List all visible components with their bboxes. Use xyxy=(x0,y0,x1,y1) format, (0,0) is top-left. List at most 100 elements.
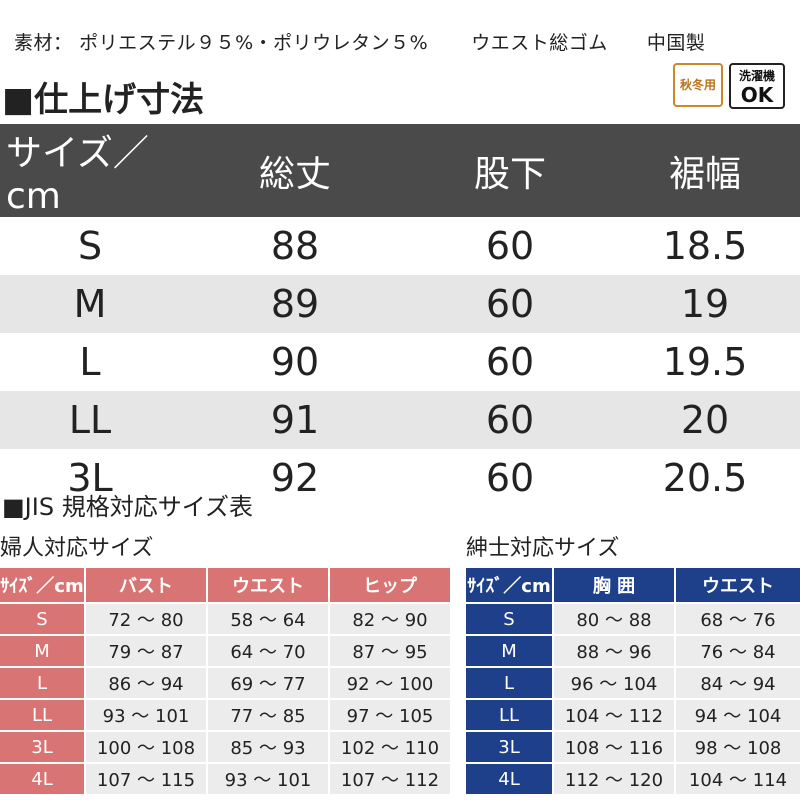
cell-total-length: 90 xyxy=(270,340,320,384)
men-cell-chest: 112 ～ 120 xyxy=(552,764,674,794)
men-cell-size: LL xyxy=(466,700,552,730)
section-title-dimensions: ■仕上げ寸法 xyxy=(2,80,205,120)
women-cell-bust: 107 ～ 115 xyxy=(84,764,206,794)
table-row: 3L 100 ～ 108 85 ～ 93 102 ～ 110 xyxy=(0,732,450,762)
table-row: S 80 ～ 88 68 ～ 76 xyxy=(466,604,800,634)
men-size-table: ｻｲｽﾞ／cm 胸 囲 ウエスト S 80 ～ 88 68 ～ 76 M 88 … xyxy=(466,566,800,796)
men-header-row: ｻｲｽﾞ／cm 胸 囲 ウエスト xyxy=(466,568,800,602)
table-row: LL 93 ～ 101 77 ～ 85 97 ～ 105 xyxy=(0,700,450,730)
cell-size: M xyxy=(0,275,180,333)
women-cell-waist: 69 ～ 77 xyxy=(206,668,328,698)
cell-total-length: 92 xyxy=(270,456,320,500)
cell-total-length: 88 xyxy=(270,224,320,268)
table-row: 3L 92 60 20.5 xyxy=(0,449,800,507)
women-cell-bust: 86 ～ 94 xyxy=(84,668,206,698)
men-cell-waist: 104 ～ 114 xyxy=(674,764,800,794)
finished-dimensions-table: サイズ／cm 総丈 股下 裾幅 S 88 60 18.5 M 89 60 19 … xyxy=(0,124,800,507)
women-cell-hip: 102 ～ 110 xyxy=(328,732,450,762)
women-cell-size: S xyxy=(0,604,84,634)
cell-inseam: 60 xyxy=(485,340,535,384)
men-cell-chest: 80 ～ 88 xyxy=(552,604,674,634)
men-cell-size: L xyxy=(466,668,552,698)
women-cell-size: M xyxy=(0,636,84,666)
cell-hem-width: 19 xyxy=(610,275,800,333)
men-cell-waist: 98 ～ 108 xyxy=(674,732,800,762)
cell-size: S xyxy=(77,224,103,268)
women-cell-waist: 58 ～ 64 xyxy=(206,604,328,634)
table-row: S 72 ～ 80 58 ～ 64 82 ～ 90 xyxy=(0,604,450,634)
women-header-bust: バスト xyxy=(84,568,206,602)
header-hem-width: 裾幅 xyxy=(610,124,800,217)
table-row: M 89 60 19 xyxy=(0,275,800,333)
washable-badge-bottom: OK xyxy=(740,83,774,107)
cell-size: LL xyxy=(0,391,180,449)
women-cell-hip: 97 ～ 105 xyxy=(328,700,450,730)
women-cell-bust: 79 ～ 87 xyxy=(84,636,206,666)
table-row: S 88 60 18.5 xyxy=(0,217,800,275)
men-cell-size: 3L xyxy=(466,732,552,762)
table-row: M 79 ～ 87 64 ～ 70 87 ～ 95 xyxy=(0,636,450,666)
women-cell-bust: 100 ～ 108 xyxy=(84,732,206,762)
women-cell-hip: 107 ～ 112 xyxy=(328,764,450,794)
men-header-size: ｻｲｽﾞ／cm xyxy=(466,568,552,602)
cell-inseam: 60 xyxy=(485,456,535,500)
washable-badge: 洗濯機 OK xyxy=(729,63,785,109)
men-cell-waist: 94 ～ 104 xyxy=(674,700,800,730)
cell-hem-width: 19.5 xyxy=(662,340,748,384)
material-line: 素材： ポリエステル９５%・ポリウレタン５% ウエスト総ゴム 中国製 xyxy=(14,28,705,55)
women-cell-waist: 85 ～ 93 xyxy=(206,732,328,762)
women-cell-bust: 93 ～ 101 xyxy=(84,700,206,730)
origin-info: 中国製 xyxy=(646,32,706,54)
women-cell-waist: 64 ～ 70 xyxy=(206,636,328,666)
women-cell-size: LL xyxy=(0,700,84,730)
women-cell-size: 4L xyxy=(0,764,84,794)
table-row: 3L 108 ～ 116 98 ～ 108 xyxy=(466,732,800,762)
men-cell-size: S xyxy=(466,604,552,634)
washable-badge-top: 洗濯機 xyxy=(738,69,775,83)
cell-total-length: 89 xyxy=(180,275,410,333)
men-header-waist: ウエスト xyxy=(674,568,800,602)
cell-hem-width: 20.5 xyxy=(662,456,748,500)
men-cell-chest: 108 ～ 116 xyxy=(552,732,674,762)
cell-size: L xyxy=(79,340,101,384)
table-row: 4L 107 ～ 115 93 ～ 101 107 ～ 112 xyxy=(0,764,450,794)
table-row: L 96 ～ 104 84 ～ 94 xyxy=(466,668,800,698)
men-size-title: 紳士対応サイズ xyxy=(466,536,620,561)
women-cell-waist: 93 ～ 101 xyxy=(206,764,328,794)
men-cell-chest: 104 ～ 112 xyxy=(552,700,674,730)
men-cell-waist: 76 ～ 84 xyxy=(674,636,800,666)
men-cell-chest: 96 ～ 104 xyxy=(552,668,674,698)
women-cell-hip: 82 ～ 90 xyxy=(328,604,450,634)
cell-inseam: 60 xyxy=(410,391,610,449)
header-size: サイズ／cm xyxy=(0,124,180,217)
men-cell-size: M xyxy=(466,636,552,666)
women-size-table: ｻｲｽﾞ／cm バスト ウエスト ヒップ S 72 ～ 80 58 ～ 64 8… xyxy=(0,566,450,796)
cell-size: 3L xyxy=(67,456,113,500)
header-inseam: 股下 xyxy=(410,124,610,217)
women-header-size: ｻｲｽﾞ／cm xyxy=(0,568,84,602)
women-header-row: ｻｲｽﾞ／cm バスト ウエスト ヒップ xyxy=(0,568,450,602)
table-row: M 88 ～ 96 76 ～ 84 xyxy=(466,636,800,666)
women-cell-hip: 92 ～ 100 xyxy=(328,668,450,698)
cell-inseam: 60 xyxy=(410,275,610,333)
cell-total-length: 91 xyxy=(180,391,410,449)
season-badge: 秋冬用 xyxy=(673,63,723,107)
women-header-hip: ヒップ xyxy=(328,568,450,602)
header-total-length: 総丈 xyxy=(180,124,410,217)
table-row: L 86 ～ 94 69 ～ 77 92 ～ 100 xyxy=(0,668,450,698)
men-cell-waist: 68 ～ 76 xyxy=(674,604,800,634)
men-cell-size: 4L xyxy=(466,764,552,794)
material-composition: ポリエステル９５%・ポリウレタン５% xyxy=(79,32,429,54)
cell-hem-width: 20 xyxy=(610,391,800,449)
table-row: LL 104 ～ 112 94 ～ 104 xyxy=(466,700,800,730)
men-cell-waist: 84 ～ 94 xyxy=(674,668,800,698)
material-label: 素材： xyxy=(14,32,73,54)
women-cell-hip: 87 ～ 95 xyxy=(328,636,450,666)
jis-size-chart-title: ■JIS 規格対応サイズ表 xyxy=(2,493,253,521)
women-size-title: 婦人対応サイズ xyxy=(0,536,154,561)
women-header-waist: ウエスト xyxy=(206,568,328,602)
women-cell-waist: 77 ～ 85 xyxy=(206,700,328,730)
women-cell-size: L xyxy=(0,668,84,698)
table-row: LL 91 60 20 xyxy=(0,391,800,449)
cell-hem-width: 18.5 xyxy=(662,224,748,268)
